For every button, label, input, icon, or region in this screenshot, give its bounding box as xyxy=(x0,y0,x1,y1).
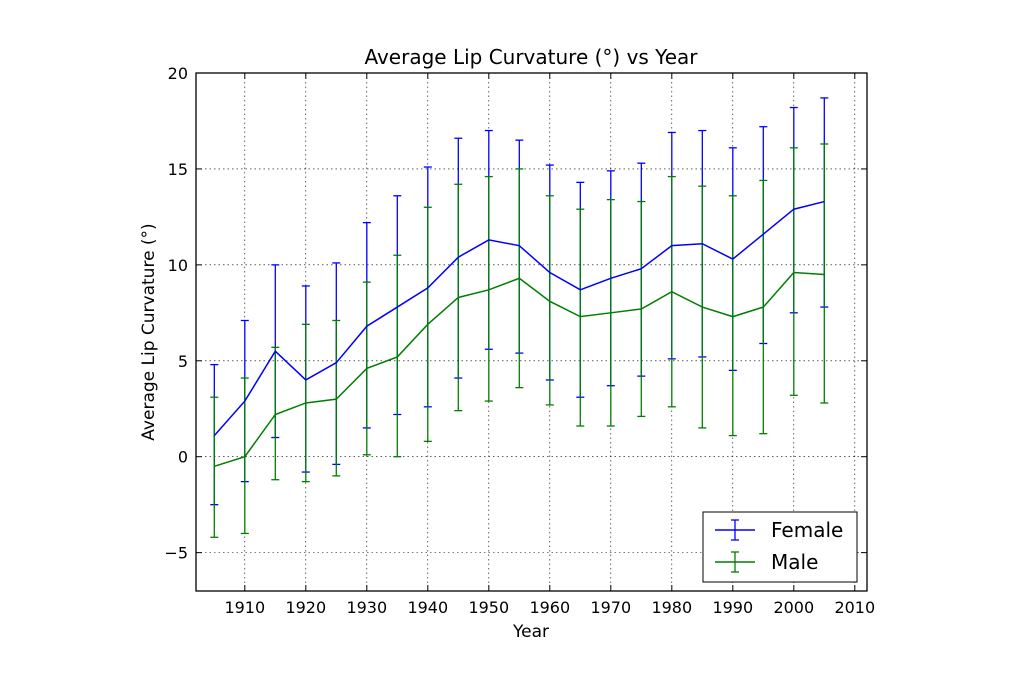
y-tick-label: −5 xyxy=(164,544,188,563)
x-tick-label: 1980 xyxy=(651,598,692,617)
y-tick-label: 5 xyxy=(178,352,188,371)
y-tick-label: 15 xyxy=(168,160,188,179)
female-legend-label: Female xyxy=(771,518,843,542)
x-tick-label: 1990 xyxy=(712,598,753,617)
x-tick-label: 1960 xyxy=(529,598,570,617)
plot-frame xyxy=(195,72,868,592)
male-legend-label: Male xyxy=(771,550,818,574)
male-series-line xyxy=(214,271,825,468)
x-tick-label: 2000 xyxy=(773,598,814,617)
y-axis: −5 0 5 10 15 20 xyxy=(164,64,867,563)
legend-box xyxy=(702,511,858,583)
x-tick-label: 1920 xyxy=(285,598,326,617)
y-axis-title: Average Lip Curvature (°) xyxy=(139,223,159,440)
x-tick-label: 2010 xyxy=(834,598,875,617)
y-tick-label: 20 xyxy=(168,64,188,83)
legend: Female Male xyxy=(702,511,858,583)
y-tick-label: 10 xyxy=(168,256,188,275)
series-lines xyxy=(213,200,825,468)
x-tick-label: 1970 xyxy=(590,598,631,617)
female-series-line xyxy=(213,200,825,437)
x-tick-label: 1940 xyxy=(407,598,448,617)
chart-title: Average Lip Curvature (°) vs Year xyxy=(364,45,698,69)
x-tick-label: 1950 xyxy=(468,598,509,617)
x-tick-label: 1930 xyxy=(346,598,387,617)
x-axis: 1910 1920 1930 1940 1950 1960 1970 1980 1990 2000… xyxy=(224,73,875,617)
x-tick-label: 1910 xyxy=(224,598,265,617)
y-tick-label: 0 xyxy=(178,448,188,467)
x-axis-title: Year xyxy=(512,622,549,642)
